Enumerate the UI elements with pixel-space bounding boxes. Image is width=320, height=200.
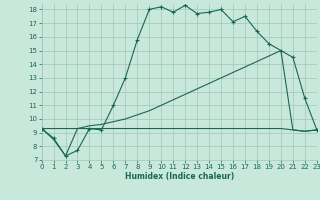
- X-axis label: Humidex (Indice chaleur): Humidex (Indice chaleur): [124, 172, 234, 181]
